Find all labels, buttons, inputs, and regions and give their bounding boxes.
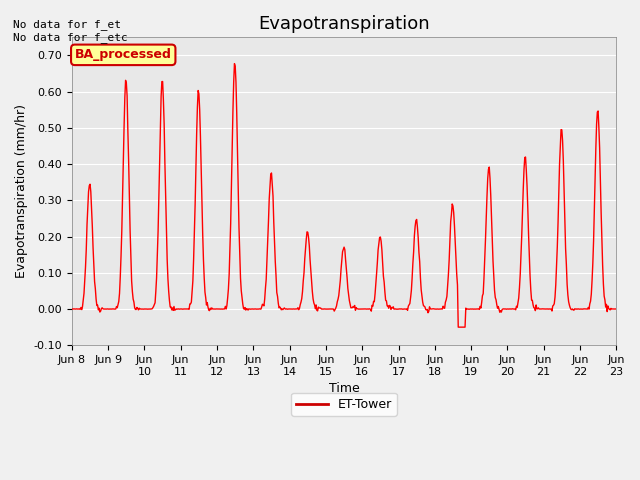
X-axis label: Time: Time [329,382,360,395]
Y-axis label: Evapotranspiration (mm/hr): Evapotranspiration (mm/hr) [15,104,28,278]
Text: BA_processed: BA_processed [75,48,172,61]
Text: No data for f_et
No data for f_etc: No data for f_et No data for f_etc [13,19,127,43]
Legend: ET-Tower: ET-Tower [291,393,397,416]
Title: Evapotranspiration: Evapotranspiration [259,15,430,33]
